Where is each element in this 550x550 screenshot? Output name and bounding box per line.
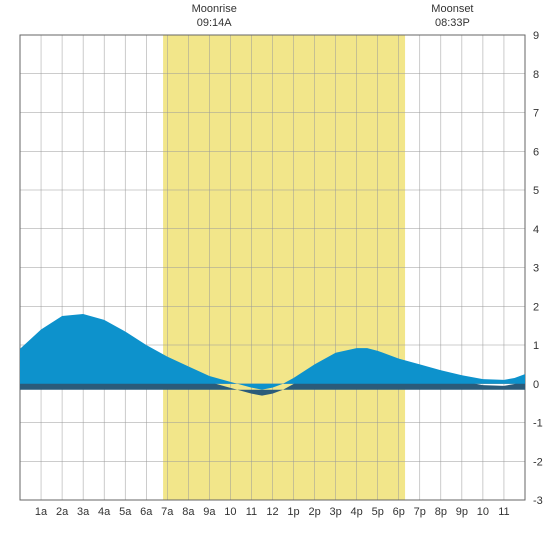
x-tick-label: 6p <box>393 506 405 518</box>
y-tick-label: -2 <box>533 456 543 468</box>
x-tick-label: 8a <box>182 506 195 518</box>
x-tick-label: 11 <box>498 506 509 518</box>
x-tick-label: 3p <box>330 506 342 518</box>
moonrise-label: Moonrise <box>192 3 237 15</box>
x-tick-label: 3a <box>77 506 90 518</box>
x-tick-label: 2p <box>308 506 320 518</box>
tide-chart: 1a2a3a4a5a6a7a8a9a1011121p2p3p4p5p6p7p8p… <box>0 0 550 550</box>
x-tick-label: 8p <box>435 506 447 518</box>
y-tick-label: 1 <box>533 340 539 352</box>
y-tick-label: 5 <box>533 185 539 197</box>
x-tick-label: 1p <box>287 506 299 518</box>
x-tick-label: 10 <box>477 506 489 518</box>
x-tick-label: 5p <box>372 506 384 518</box>
moonset-label: Moonset <box>431 3 473 15</box>
x-tick-label: 12 <box>266 506 278 518</box>
x-tick-label: 2a <box>56 506 69 518</box>
x-tick-label: 1a <box>35 506 48 518</box>
x-tick-label: 4p <box>351 506 363 518</box>
y-tick-label: 2 <box>533 301 539 313</box>
y-tick-label: 4 <box>533 224 539 236</box>
y-tick-label: 6 <box>533 146 539 158</box>
y-tick-label: -1 <box>533 418 543 430</box>
x-tick-label: 9p <box>456 506 468 518</box>
y-tick-label: -3 <box>533 495 543 507</box>
y-tick-label: 9 <box>533 30 539 42</box>
x-tick-label: 10 <box>224 506 236 518</box>
x-tick-label: 5a <box>119 506 132 518</box>
moonrise-time: 09:14A <box>197 17 233 29</box>
y-tick-label: 3 <box>533 263 539 275</box>
y-tick-label: 7 <box>533 108 539 120</box>
x-tick-label: 9a <box>203 506 216 518</box>
chart-svg: 1a2a3a4a5a6a7a8a9a1011121p2p3p4p5p6p7p8p… <box>0 0 550 550</box>
x-tick-label: 6a <box>140 506 153 518</box>
x-tick-label: 7p <box>414 506 426 518</box>
moonset-time: 08:33P <box>435 17 470 29</box>
x-tick-label: 4a <box>98 506 111 518</box>
x-tick-label: 7a <box>161 506 174 518</box>
y-tick-label: 8 <box>533 69 539 81</box>
x-tick-label: 11 <box>246 506 257 518</box>
y-tick-label: 0 <box>533 379 539 391</box>
